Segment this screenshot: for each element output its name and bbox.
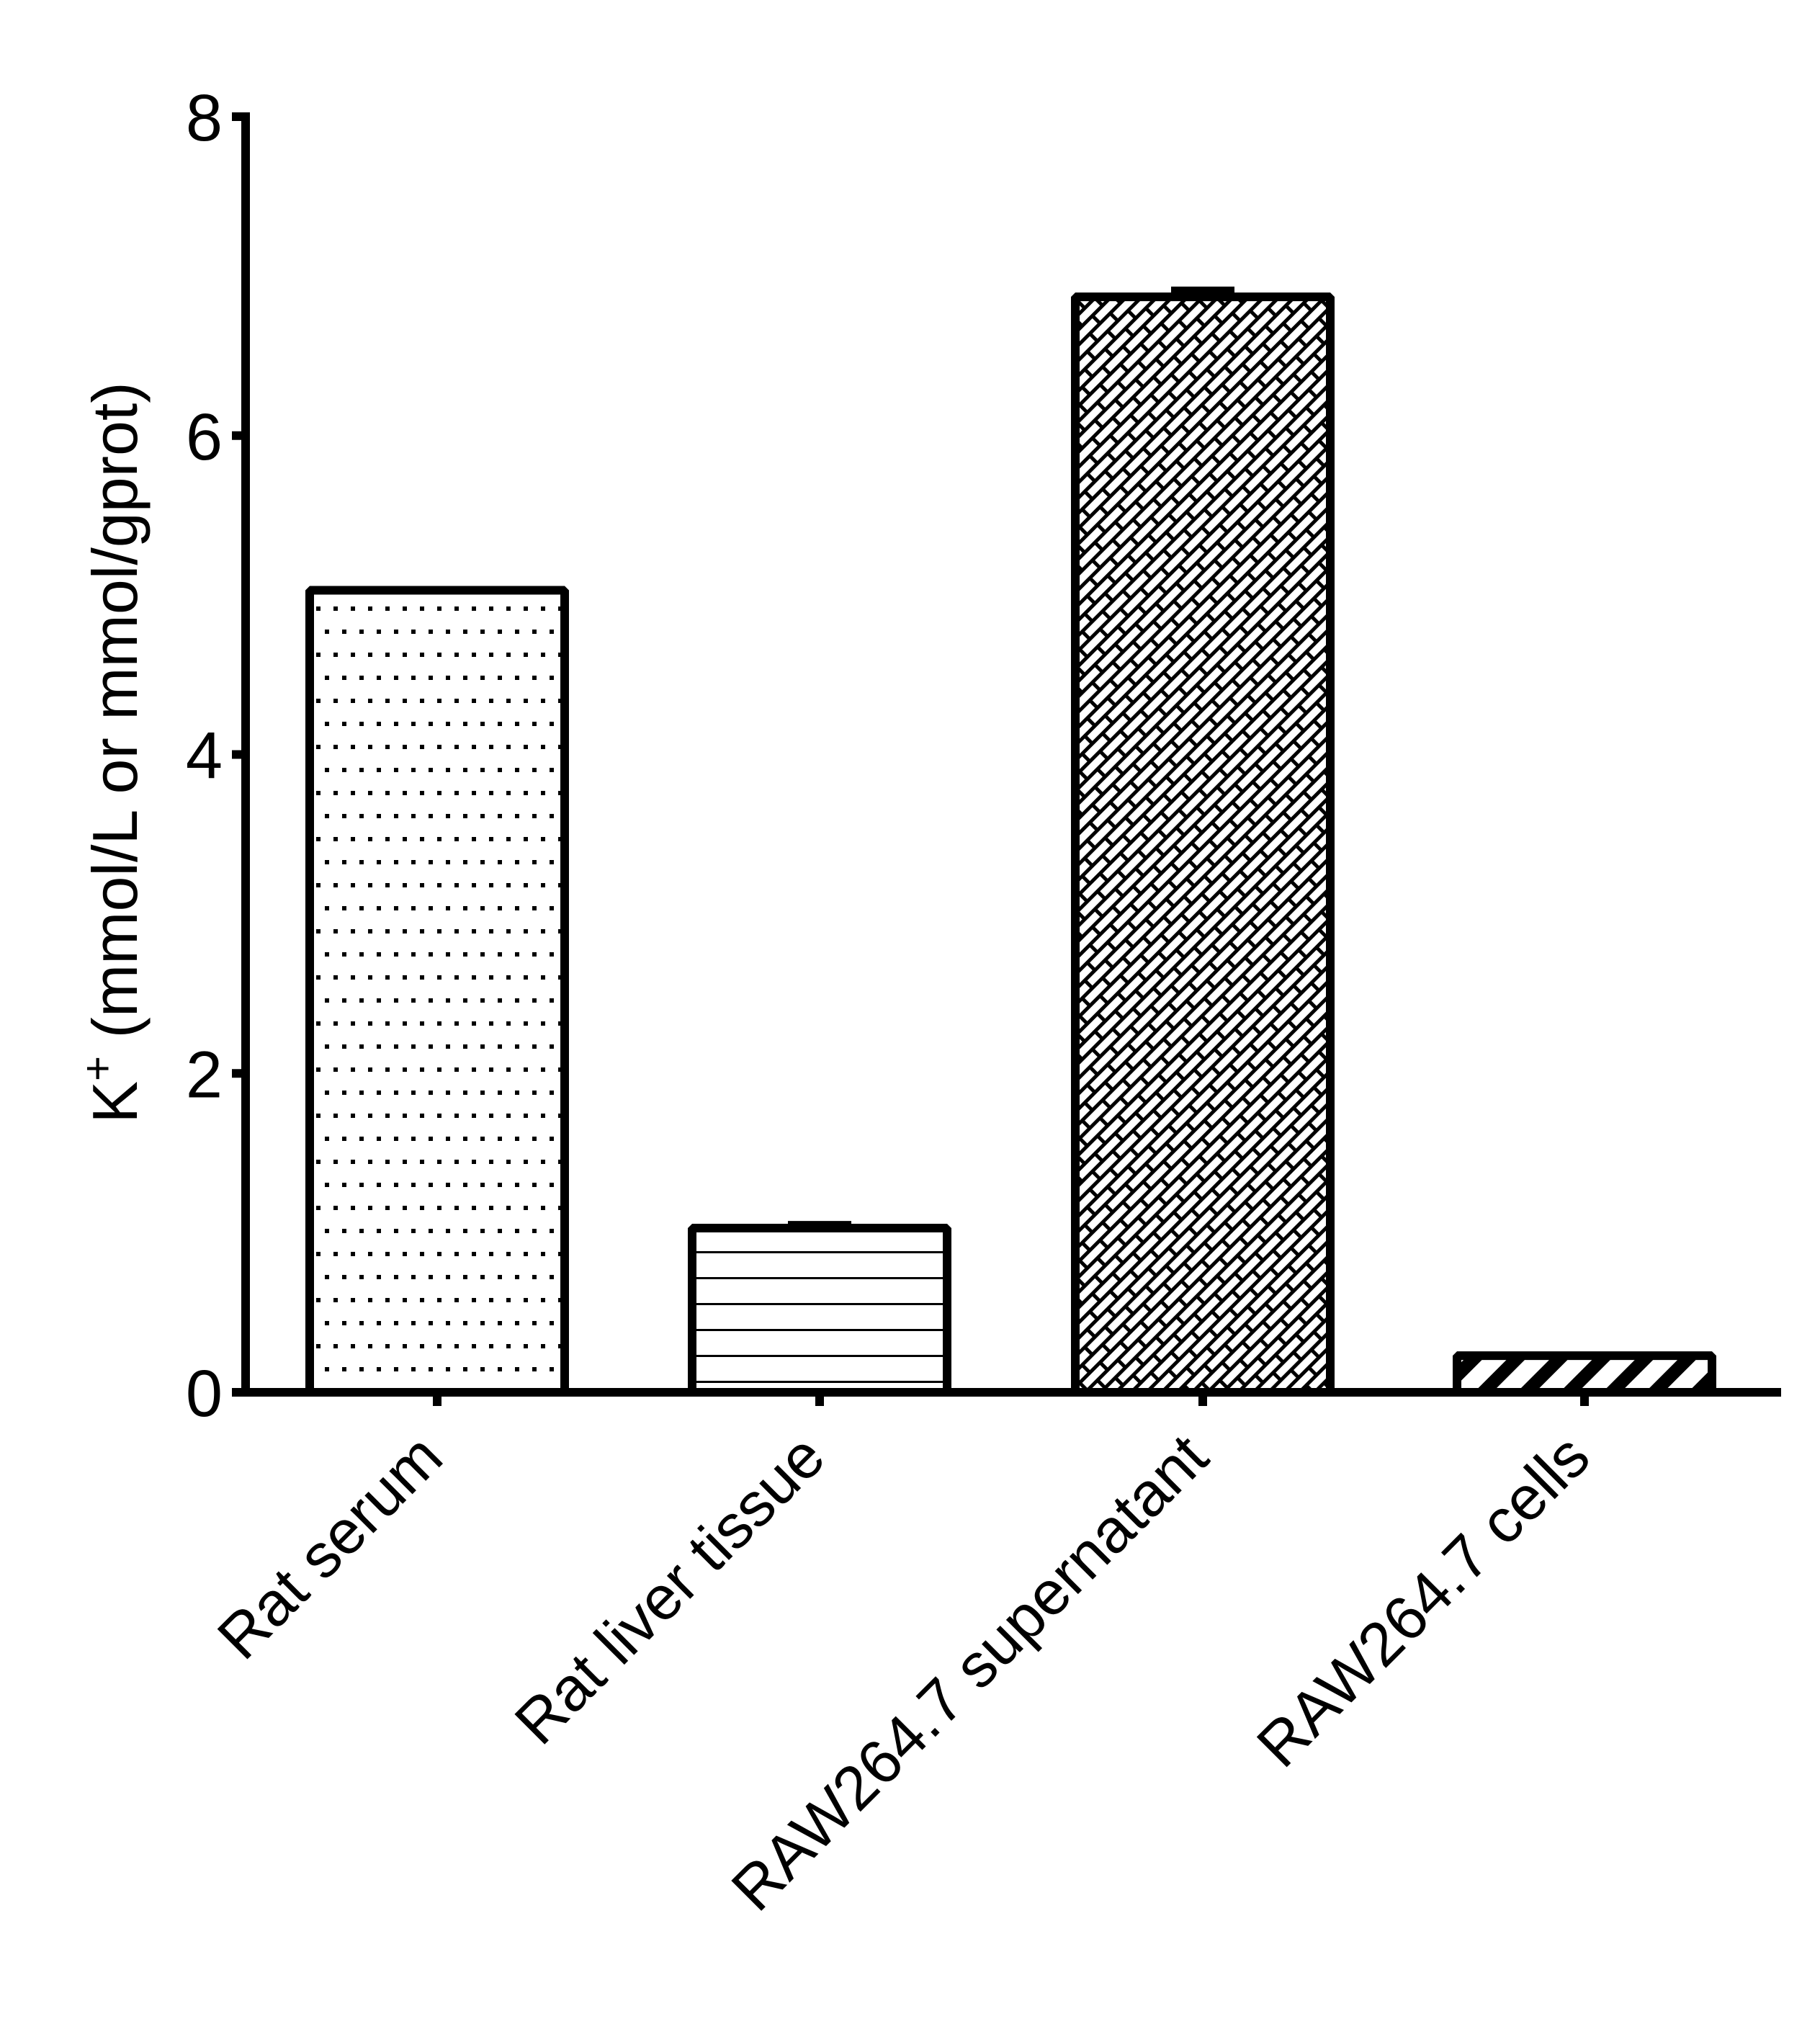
y-tick-label: 8 [186,81,223,155]
y-axis-title: K+ (mmol/L or mmol/gprot) [73,382,151,1123]
y-axis-title-base: K [79,1081,151,1124]
bars [305,286,1716,1397]
y-ticks: 0 2 4 6 8 [186,81,246,1430]
x-category-label: Rat serum [205,1422,455,1673]
y-tick-label: 0 [186,1357,223,1430]
bar-raw264-7-cells [1453,1351,1716,1397]
x-category-label: RAW264.7 cells [1244,1422,1602,1781]
bar-pattern [310,590,565,1392]
bar-pattern [692,1227,947,1392]
y-axis-title-rest: (mmol/L or mmol/gprot) [79,382,151,1056]
y-tick-label: 4 [186,720,223,793]
y-tick-label: 2 [186,1038,223,1111]
bar-raw264-7-supernatant [1071,286,1335,1397]
bar-pattern [1075,297,1330,1392]
y-tick-label: 6 [186,400,223,474]
bar-rat-liver-tissue [688,1221,951,1397]
bar-rat-serum [305,586,569,1397]
bar-pattern [1457,1356,1712,1392]
y-axis-title-sup: + [73,1056,122,1081]
x-category-label: Rat liver tissue [502,1422,838,1758]
